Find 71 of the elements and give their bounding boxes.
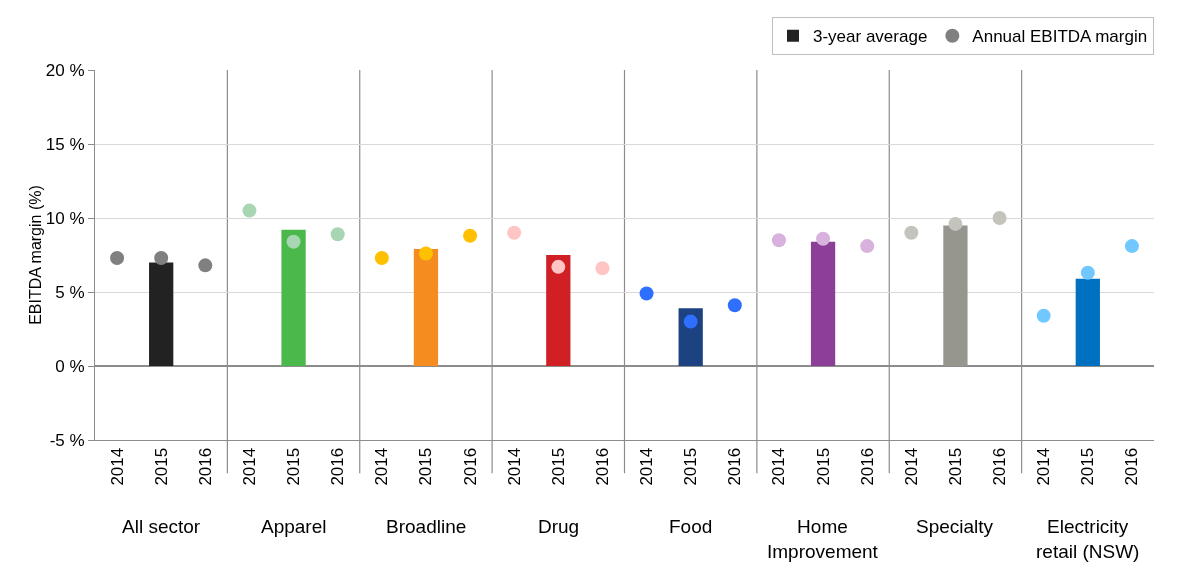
legend-label: 3-year average — [813, 27, 928, 47]
text: Electricity retail (NSW) — [1036, 516, 1140, 562]
text: Food — [669, 516, 713, 537]
x-tick-label: 2014 — [239, 447, 259, 486]
bar — [810, 241, 836, 366]
x-tick-label: 2016 — [460, 447, 480, 486]
point — [860, 239, 875, 254]
point — [1080, 265, 1095, 280]
point — [771, 233, 786, 248]
point — [463, 228, 478, 243]
point — [992, 211, 1007, 225]
x-tick-label: 2015 — [813, 447, 833, 486]
point — [198, 258, 213, 273]
bar — [149, 262, 174, 366]
point — [418, 246, 433, 261]
x-tick-label: 2015 — [681, 447, 701, 486]
text: Broadline — [386, 516, 467, 537]
x-tick-label: 2014 — [107, 447, 127, 486]
y-tick-label: -5 % — [49, 430, 85, 450]
point — [595, 261, 610, 276]
x-tick-label: 2016 — [592, 447, 612, 486]
x-tick-label: 2015 — [416, 447, 436, 486]
point — [330, 227, 345, 242]
point — [639, 286, 654, 301]
x-tick-label: 2015 — [284, 447, 304, 486]
bar — [413, 249, 439, 366]
x-tick-label: 2016 — [857, 447, 877, 486]
point — [816, 231, 831, 246]
x-tick-label: 2015 — [945, 447, 965, 486]
bar — [281, 229, 306, 366]
x-tick-label: 2016 — [725, 447, 745, 486]
y-tick-label: 0 % — [55, 356, 85, 376]
y-axis-title: EBITDA margin (%) — [26, 185, 44, 325]
y-tick-label: 5 % — [55, 282, 85, 302]
legend-label: Annual EBITDA margin — [972, 27, 1148, 47]
x-tick-label: 2015 — [548, 447, 568, 486]
point — [683, 314, 698, 329]
point — [727, 298, 742, 313]
x-tick-label: 2016 — [990, 447, 1010, 486]
x-tick-label: 2015 — [1078, 447, 1098, 486]
x-tick-label: 2014 — [769, 447, 789, 486]
text: All sector — [122, 516, 201, 537]
x-tick-label: 2016 — [1122, 447, 1142, 486]
x-tick-label: 2014 — [1034, 447, 1054, 486]
point — [242, 203, 257, 218]
point — [551, 259, 566, 274]
text: Specialty — [916, 516, 994, 537]
x-tick-label: 2014 — [637, 447, 657, 486]
point — [110, 250, 125, 265]
point — [904, 225, 919, 240]
text: Apparel — [261, 516, 327, 537]
point — [507, 225, 522, 240]
point — [948, 216, 963, 231]
point — [1124, 239, 1139, 254]
x-tick-label: 2014 — [901, 447, 921, 486]
x-tick-label: 2014 — [504, 447, 524, 486]
point — [374, 250, 389, 265]
bar — [546, 255, 571, 366]
point — [154, 250, 169, 265]
y-tick-label: 20 % — [45, 60, 85, 80]
x-tick-label: 2015 — [151, 447, 171, 486]
y-tick-label: 15 % — [45, 134, 85, 154]
y-tick-label: 10 % — [45, 208, 85, 228]
bar — [1075, 278, 1100, 366]
x-tick-label: 2014 — [372, 447, 392, 486]
x-tick-label: 2016 — [328, 447, 348, 486]
text: Home Improvement — [767, 516, 879, 562]
point — [1036, 308, 1051, 323]
x-tick-label: 2016 — [195, 447, 215, 486]
point — [286, 234, 301, 249]
text: Drug — [538, 516, 580, 537]
